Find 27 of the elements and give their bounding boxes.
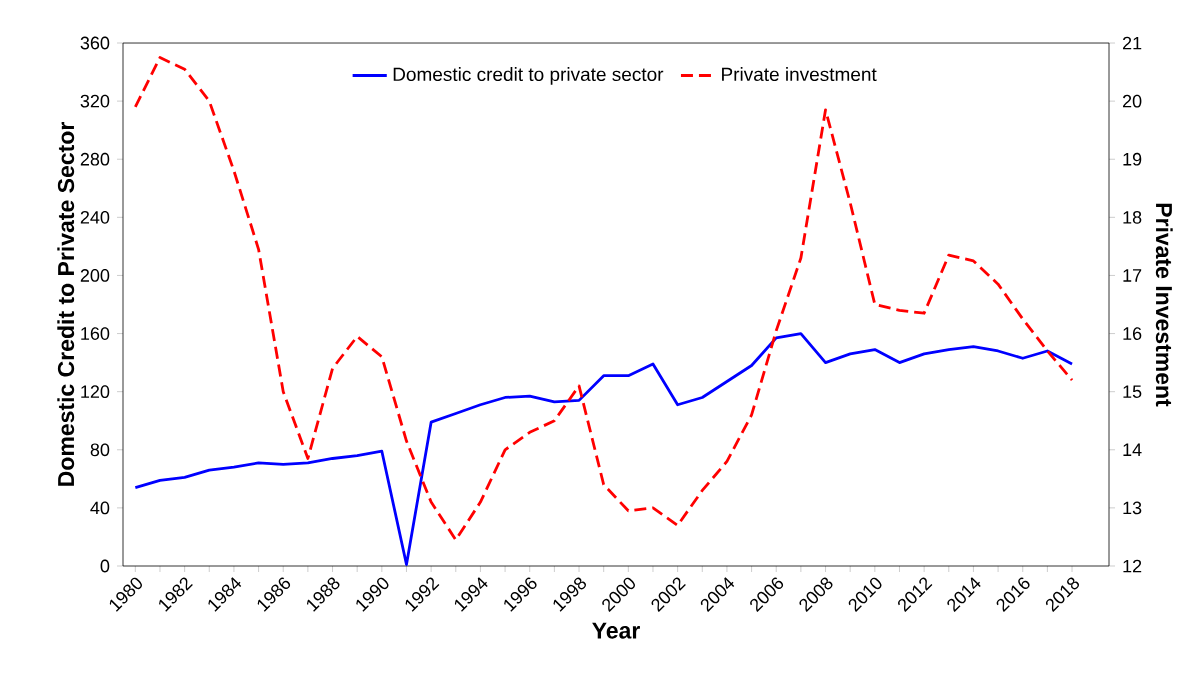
y2-tick-label: 21 xyxy=(1122,36,1142,50)
y2-tick-label: 16 xyxy=(1123,327,1142,340)
y2-tick-label: 18 xyxy=(1123,210,1142,224)
x-axis-title: Year xyxy=(592,622,640,639)
y-tick-label: 120 xyxy=(81,385,110,399)
y-tick-label: 360 xyxy=(80,36,110,50)
y2-tick-label: 12 xyxy=(1123,559,1142,573)
y-axis-title: Domestic Credit to Private Sector xyxy=(57,122,75,486)
y-tick-label: 80 xyxy=(90,443,110,457)
y2-tick-label: 13 xyxy=(1123,501,1142,515)
y2-tick-label: 20 xyxy=(1122,94,1142,108)
y-tick-label: 160 xyxy=(81,327,110,340)
y-tick-label: 240 xyxy=(80,210,110,224)
y2-tick-label: 14 xyxy=(1123,443,1142,456)
y-tick-label: 0 xyxy=(100,559,110,573)
y2-tick-label: 17 xyxy=(1123,269,1142,282)
line-series xyxy=(133,56,1074,542)
y-tick-label: 200 xyxy=(80,269,110,282)
legend-label: Private investment xyxy=(722,67,877,82)
y2-tick-label: 15 xyxy=(1123,385,1142,398)
y2-tick-label: 19 xyxy=(1123,152,1142,166)
y-tick-label: 320 xyxy=(80,94,110,108)
y2-axis-title: Private Investment xyxy=(1155,203,1173,407)
y-tick-label: 40 xyxy=(90,501,110,515)
y-tick-label: 280 xyxy=(80,152,110,166)
line-series xyxy=(133,332,1074,566)
legend-label: Domestic credit to private sector xyxy=(393,67,664,85)
